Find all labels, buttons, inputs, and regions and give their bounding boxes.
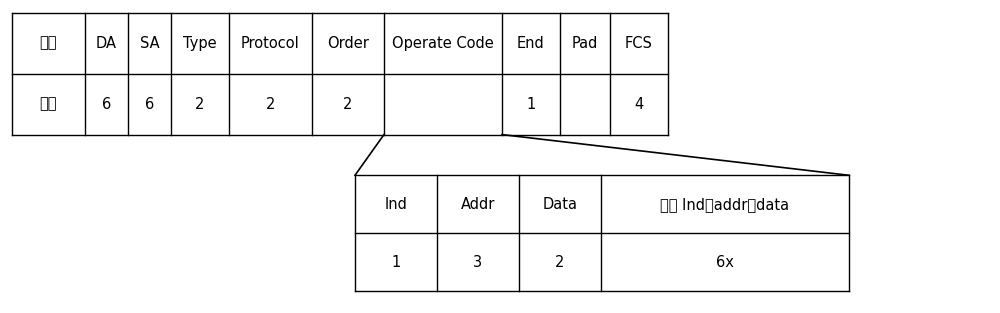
Text: 4: 4 [634, 97, 644, 111]
Text: Addr: Addr [461, 197, 495, 212]
Text: 重复 Ind、addr、data: 重复 Ind、addr、data [660, 197, 790, 212]
Text: 6x: 6x [716, 255, 734, 269]
Text: End: End [517, 36, 545, 50]
Text: 2: 2 [555, 255, 565, 269]
Text: Ind: Ind [385, 197, 407, 212]
Text: 3: 3 [473, 255, 483, 269]
Text: 1: 1 [526, 97, 536, 111]
Text: 域名: 域名 [40, 36, 57, 50]
Text: Type: Type [183, 36, 217, 50]
Text: 2: 2 [343, 97, 353, 111]
Text: 长度: 长度 [40, 97, 57, 111]
Text: 2: 2 [195, 97, 205, 111]
Text: 6: 6 [102, 97, 111, 111]
Text: Data: Data [542, 197, 578, 212]
Text: Pad: Pad [572, 36, 598, 50]
Text: SA: SA [140, 36, 159, 50]
Text: DA: DA [96, 36, 117, 50]
Text: 6: 6 [145, 97, 154, 111]
Text: FCS: FCS [625, 36, 653, 50]
Text: Operate Code: Operate Code [392, 36, 494, 50]
Text: Protocol: Protocol [241, 36, 300, 50]
Text: 1: 1 [391, 255, 401, 269]
Text: Order: Order [327, 36, 369, 50]
Text: 2: 2 [266, 97, 275, 111]
